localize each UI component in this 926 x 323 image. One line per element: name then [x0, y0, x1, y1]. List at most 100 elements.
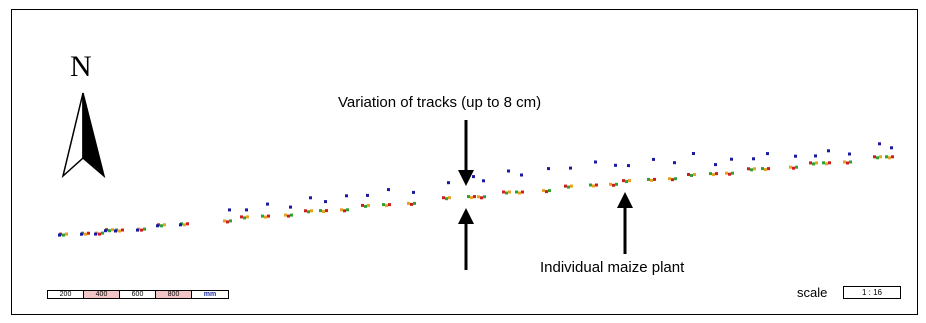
- track-point: [366, 193, 369, 197]
- track-point: [614, 163, 617, 167]
- plant-mark: [467, 195, 470, 199]
- track-point: [266, 202, 269, 206]
- plant-mark: [163, 223, 166, 227]
- track-point: [387, 188, 390, 192]
- plant-mark: [795, 165, 798, 169]
- plant-mark: [480, 196, 483, 200]
- maize-plant-annotation: Individual maize plant: [540, 259, 685, 276]
- track-point: [714, 163, 717, 167]
- track-point: [447, 181, 450, 185]
- track-point: [136, 228, 139, 232]
- plant-mark: [548, 189, 551, 193]
- plant-mark: [545, 190, 548, 194]
- plant-mark: [284, 213, 287, 217]
- plant-mark: [243, 216, 246, 220]
- plant-mark: [747, 167, 750, 171]
- plant-mark: [407, 201, 410, 205]
- plant-mark: [385, 204, 388, 208]
- track-point: [692, 152, 695, 155]
- track-point: [730, 157, 733, 161]
- plant-mark: [183, 223, 186, 227]
- plant-mark: [725, 171, 728, 175]
- track-point: [794, 154, 797, 158]
- track-point: [228, 208, 231, 212]
- plant-mark: [223, 219, 226, 223]
- plant-mark: [290, 213, 293, 217]
- track-point: [848, 152, 851, 156]
- plant-mark: [815, 161, 818, 165]
- plant-mark: [340, 208, 343, 212]
- plant-mark: [226, 220, 229, 224]
- track-point: [324, 200, 327, 204]
- track-point: [766, 152, 769, 156]
- track-point: [80, 232, 83, 236]
- plant-mark: [674, 177, 677, 181]
- scale-seg-unit: mm: [203, 291, 217, 298]
- plant-mark: [261, 214, 264, 218]
- track-point: [507, 169, 510, 173]
- plant-mark: [388, 203, 391, 207]
- plant-mark: [712, 173, 715, 177]
- track-point: [245, 208, 248, 212]
- plant-mark: [518, 191, 521, 195]
- arrow-plant: [617, 192, 633, 254]
- plant-mark: [687, 173, 690, 176]
- plant-mark: [570, 184, 573, 188]
- track-point: [104, 229, 107, 233]
- track-point: [652, 157, 655, 161]
- plant-mark: [825, 162, 828, 166]
- plant-mark: [690, 174, 693, 177]
- track-point: [547, 167, 550, 171]
- track-point: [752, 157, 755, 161]
- plant-mark: [87, 231, 90, 235]
- plant-mark: [101, 231, 104, 235]
- plant-mark: [693, 173, 696, 176]
- track-point: [627, 164, 630, 168]
- plant-mark: [873, 155, 876, 159]
- plant-mark: [267, 214, 270, 218]
- plant-mark: [564, 184, 567, 188]
- arrow-variation-top: [458, 120, 474, 186]
- plant-mark: [515, 190, 518, 194]
- plant-mark: [483, 195, 486, 199]
- plant-mark: [502, 190, 505, 194]
- track-point: [309, 196, 312, 200]
- plant-mark: [442, 196, 445, 200]
- plant-mark: [792, 166, 795, 170]
- track-point: [520, 173, 523, 177]
- plant-mark: [98, 232, 101, 236]
- arrow-variation-bottom: [458, 208, 474, 270]
- plant-mark: [615, 182, 618, 186]
- plant-mark: [843, 160, 846, 164]
- plant-mark: [505, 191, 508, 195]
- plant-mark: [876, 156, 879, 160]
- plant-mark: [650, 178, 653, 182]
- track-point: [594, 160, 597, 164]
- plant-mark: [891, 155, 894, 159]
- plant-mark: [622, 179, 625, 183]
- plant-mark: [761, 167, 764, 171]
- plant-mark: [346, 208, 349, 212]
- plant-mark: [382, 203, 385, 207]
- plant-mark: [521, 190, 524, 194]
- scale-bar: 200 400 600 800 mm: [47, 290, 229, 299]
- figure-frame: [11, 9, 918, 315]
- plant-mark: [589, 183, 592, 187]
- plant-mark: [140, 228, 143, 232]
- plant-marks: [58, 142, 894, 237]
- plant-mark: [143, 227, 146, 231]
- scale-label: scale: [797, 285, 828, 300]
- plant-mark: [304, 209, 307, 213]
- plant-mark: [343, 209, 346, 213]
- plant-mark: [62, 233, 65, 237]
- plant-mark: [473, 195, 476, 199]
- plant-mark: [715, 172, 718, 176]
- plant-mark: [240, 215, 243, 219]
- scale-seg-200: 200: [48, 291, 84, 298]
- plant-mark: [731, 171, 734, 175]
- plant-mark: [542, 189, 545, 193]
- track-point: [412, 190, 415, 194]
- plant-mark: [789, 165, 792, 169]
